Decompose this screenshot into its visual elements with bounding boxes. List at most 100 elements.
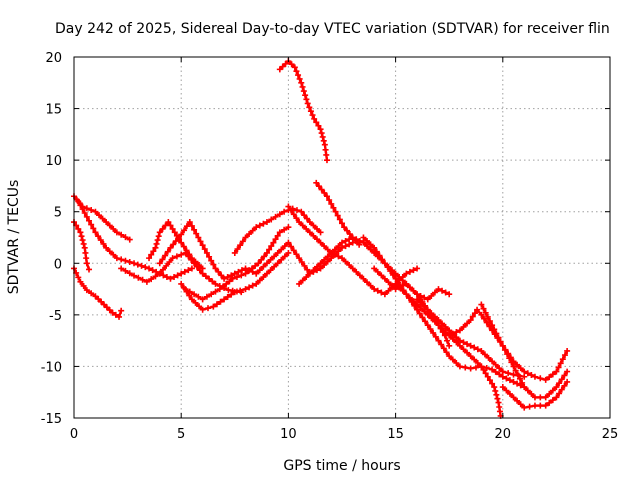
data-point-marker <box>462 364 469 371</box>
data-point-marker <box>324 253 331 260</box>
data-point-marker <box>221 296 228 303</box>
data-point-marker <box>303 96 310 103</box>
data-point-marker <box>95 233 102 240</box>
series-line <box>480 303 569 382</box>
data-point-marker <box>414 301 421 308</box>
data-point-marker <box>442 289 449 296</box>
data-point-marker <box>293 68 300 75</box>
data-point-marker <box>288 243 295 250</box>
data-point-marker <box>321 262 328 269</box>
data-point-marker <box>330 204 337 211</box>
data-point-marker <box>203 249 210 256</box>
data-point-marker <box>453 329 460 336</box>
data-point-marker <box>263 260 270 267</box>
data-point-marker <box>306 229 313 236</box>
data-point-marker <box>92 208 99 215</box>
data-point-marker <box>549 397 556 404</box>
data-point-marker <box>162 252 169 259</box>
data-point-marker <box>432 333 439 340</box>
data-point-marker <box>266 246 273 253</box>
data-point-marker <box>492 361 499 368</box>
data-point-marker <box>531 394 538 401</box>
data-point-marker <box>103 219 110 226</box>
data-point-marker <box>206 275 213 282</box>
data-point-marker <box>298 208 305 215</box>
data-point-marker <box>491 384 498 391</box>
data-point-marker <box>531 373 538 380</box>
data-point-marker <box>417 299 424 306</box>
data-point-marker <box>169 255 176 262</box>
data-point-marker <box>564 378 571 385</box>
data-point-marker <box>387 268 394 275</box>
data-point-marker <box>557 360 564 367</box>
data-point-marker <box>156 270 163 277</box>
data-point-marker <box>353 268 360 275</box>
y-tick-label: -15 <box>41 412 62 427</box>
data-point-marker <box>328 249 335 256</box>
data-point-marker <box>474 346 481 353</box>
data-point-marker <box>278 246 285 253</box>
data-point-marker <box>379 256 386 263</box>
data-point-marker <box>83 213 90 220</box>
data-point-marker <box>146 255 153 262</box>
data-point-marker <box>210 261 217 268</box>
data-point-marker <box>483 319 490 326</box>
data-point-marker <box>399 277 406 284</box>
data-point-marker <box>178 231 185 238</box>
y-tick-label: 20 <box>45 51 62 66</box>
data-point-marker <box>165 219 172 226</box>
data-point-marker <box>116 313 123 320</box>
data-point-marker <box>173 253 180 260</box>
data-point-marker <box>224 274 231 281</box>
data-point-marker <box>231 270 238 277</box>
data-point-marker <box>553 384 560 391</box>
data-point-marker <box>349 234 356 241</box>
data-point-marker <box>328 200 335 207</box>
series-trace-11 <box>253 239 356 277</box>
data-point-marker <box>446 291 453 298</box>
series-trace-12 <box>276 58 330 164</box>
data-point-marker <box>80 240 87 247</box>
data-point-marker <box>510 394 517 401</box>
data-point-marker <box>195 293 202 300</box>
data-point-marker <box>542 376 549 383</box>
data-point-marker <box>256 222 263 229</box>
data-point-marker <box>360 234 367 241</box>
data-point-marker <box>456 337 463 344</box>
data-point-marker <box>326 197 333 204</box>
data-point-marker <box>378 289 385 296</box>
series-trace-21 <box>478 301 571 383</box>
data-point-marker <box>224 293 231 300</box>
data-point-marker <box>188 255 195 262</box>
data-point-marker <box>285 224 292 231</box>
data-point-marker <box>196 303 203 310</box>
data-point-marker <box>336 216 343 223</box>
data-point-marker <box>246 231 253 238</box>
data-point-marker <box>435 286 442 293</box>
data-point-marker <box>371 265 378 272</box>
data-point-marker <box>335 248 342 255</box>
data-point-marker <box>342 243 349 250</box>
data-point-marker <box>424 296 431 303</box>
data-point-marker <box>346 241 353 248</box>
data-point-marker <box>271 263 278 270</box>
data-point-marker <box>299 277 306 284</box>
data-point-marker <box>138 262 145 269</box>
data-point-marker <box>313 119 320 126</box>
y-tick-label: 5 <box>54 206 62 221</box>
data-point-marker <box>163 274 170 281</box>
data-point-marker <box>537 394 544 401</box>
data-point-marker <box>542 394 549 401</box>
data-point-marker <box>464 341 471 348</box>
y-tick-label: -5 <box>49 309 62 324</box>
data-point-marker <box>399 287 406 294</box>
data-point-marker <box>253 270 260 277</box>
chart-title: Day 242 of 2025, Sidereal Day-to-day VTE… <box>55 21 610 37</box>
data-point-marker <box>317 260 324 267</box>
series-trace-4 <box>75 198 195 282</box>
data-point-marker <box>317 229 324 236</box>
data-point-marker <box>335 253 342 260</box>
x-tick-label: 10 <box>280 427 297 442</box>
data-point-marker <box>474 359 481 366</box>
